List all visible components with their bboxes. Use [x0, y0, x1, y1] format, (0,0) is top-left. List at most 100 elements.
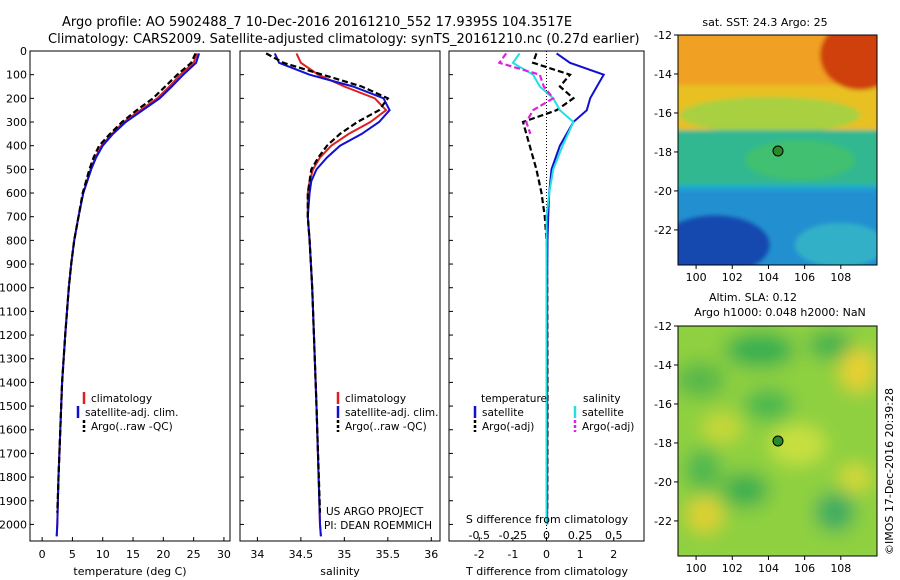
t-difference-series-salinity-satellite	[511, 52, 575, 525]
salinity-axis-label: salinity	[320, 565, 360, 578]
sst-blob-hot	[820, 35, 877, 90]
temperature-legend: climatology satellite-adj. clim. Argo(..…	[76, 392, 178, 433]
lat-tick-label: -14	[654, 359, 672, 372]
legend-label-satellite: satellite-adj. clim.	[345, 407, 438, 419]
temperature-axis-label: temperature (deg C)	[73, 565, 186, 578]
lon-tick-label: 102	[722, 271, 743, 284]
sst-blob-cool	[795, 223, 877, 265]
credit-pi: PI: DEAN ROEMMICH	[324, 520, 432, 532]
temperature-tick-label: 10	[96, 548, 110, 561]
lat-tick-label: -20	[654, 185, 672, 198]
s-difference-tick-label: -0.5	[469, 529, 490, 542]
temperature-tick-label: 30	[217, 548, 231, 561]
lon-tick-label: 106	[794, 271, 815, 284]
depth-tick-label: 1300	[0, 353, 27, 366]
t-difference-series-temperature-argo-adj-	[521, 53, 576, 513]
depth-tick-label: 1600	[0, 424, 27, 437]
lat-tick-label: -12	[654, 29, 672, 42]
sst-map-axes: -12 -14 -16 -18 -20 -22 100 102 104 106 108	[654, 29, 851, 284]
header-line-2: Climatology: CARS2009. Satellite-adjuste…	[48, 32, 640, 47]
depth-tick-label: 700	[6, 211, 27, 224]
lon-tick-label: 100	[686, 562, 707, 575]
depth-tick-label: 1500	[0, 400, 27, 413]
legend-label-t-argo: Argo(-adj)	[482, 421, 534, 433]
sla-argo-marker	[772, 435, 784, 447]
temperature-tick-label: 25	[187, 548, 201, 561]
sst-argo-marker	[772, 145, 784, 157]
legend-label-climatology: climatology	[91, 393, 152, 405]
lon-tick-label: 104	[758, 562, 779, 575]
depth-tick-label: 1400	[0, 376, 27, 389]
legend-label-argo: Argo(..raw -QC)	[345, 421, 427, 433]
credit-project: US ARGO PROJECT	[326, 506, 424, 518]
salinity-panel-frame	[239, 50, 441, 542]
panel-x-axes: 0 5 10 15 20 25 30 34 34.5 35 35.5 36 -2 -1 0 1 2 -0.5 -0.…	[39, 51, 622, 561]
t-difference-tick-label: 2	[610, 548, 617, 561]
lat-tick-label: -12	[654, 320, 672, 333]
depth-tick-label: 1700	[0, 447, 27, 460]
depth-tick-label: 300	[6, 116, 27, 129]
sst-map-title: sat. SST: 24.3 Argo: 25	[702, 16, 827, 29]
sst-blob-cold	[678, 215, 770, 265]
t-difference-series-temperature-satellite	[546, 52, 606, 525]
salinity-series-satellite-adj-clim-	[273, 52, 391, 537]
sla-map-frame	[677, 325, 878, 557]
sst-blob-mid	[745, 140, 855, 180]
lon-tick-label: 108	[830, 271, 851, 284]
salinity-series-argo-raw-qc-	[265, 52, 390, 513]
lat-tick-label: -14	[654, 68, 672, 81]
sla-blob-10	[687, 497, 723, 533]
depth-tick-label: 1000	[0, 282, 27, 295]
depth-tick-label: 800	[6, 234, 27, 247]
lon-tick-label: 108	[830, 562, 851, 575]
sla-map-title-1: Altim. SLA: 0.12	[709, 291, 797, 304]
temperature-series-climatology	[55, 53, 199, 537]
legend-title-temperature: temperature	[481, 393, 547, 405]
t-difference-tick-label: -2	[474, 548, 485, 561]
legend-label-t-satellite: satellite	[482, 407, 524, 419]
depth-tick-label: 400	[6, 140, 27, 153]
salinity-tick-label: 36	[424, 548, 438, 561]
depth-tick-label: 500	[6, 163, 27, 176]
temperature-tick-label: 0	[39, 548, 46, 561]
depth-tick-label: 200	[6, 92, 27, 105]
depth-tick-label: 1200	[0, 329, 27, 342]
header-line-1: Argo profile: AO 5902488_7 10-Dec-2016 2…	[62, 15, 572, 30]
lon-tick-label: 100	[686, 271, 707, 284]
legend-label-argo: Argo(..raw -QC)	[91, 421, 173, 433]
sla-blob-6	[702, 413, 742, 443]
salinity-legend: climatology satellite-adj. clim. Argo(..…	[336, 392, 438, 433]
depth-tick-label: 1100	[0, 305, 27, 318]
depth-axis: 0 100 200 300 400 500 600 700 800 900 1000 1100 1200…	[0, 45, 453, 531]
t-difference-tick-label: 1	[577, 548, 584, 561]
s-difference-axis-label: S difference from climatology	[466, 513, 629, 526]
sla-blob-1	[725, 332, 795, 368]
depth-tick-label: 1800	[0, 471, 27, 484]
sla-blob-5	[744, 389, 792, 421]
profile-lines	[55, 52, 606, 537]
salinity-tick-label: 34	[250, 548, 264, 561]
sla-blob-7	[770, 425, 826, 465]
lon-tick-label: 104	[758, 271, 779, 284]
legend-label-s-argo: Argo(-adj)	[582, 421, 634, 433]
depth-tick-label: 900	[6, 258, 27, 271]
salinity-tick-label: 34.5	[289, 548, 314, 561]
sla-blob-11	[815, 492, 855, 532]
sla-blob-12	[839, 464, 871, 492]
legend-label-climatology: climatology	[345, 393, 406, 405]
legend-label-satellite: satellite-adj. clim.	[85, 407, 178, 419]
t-difference-tick-label: 0	[543, 548, 550, 561]
difference-legend: temperature satellite Argo(-adj) salinit…	[473, 393, 634, 433]
sla-blob-8	[685, 448, 721, 492]
temperature-panel-frame	[29, 50, 231, 542]
lat-tick-label: -22	[654, 224, 672, 237]
sla-blob-2	[808, 331, 852, 359]
depth-tick-label: 0	[20, 45, 27, 58]
legend-title-salinity: salinity	[583, 393, 621, 405]
lat-tick-label: -18	[654, 146, 672, 159]
depth-tick-label: 100	[6, 69, 27, 82]
lon-tick-label: 106	[794, 562, 815, 575]
depth-tick-label: 600	[6, 187, 27, 200]
